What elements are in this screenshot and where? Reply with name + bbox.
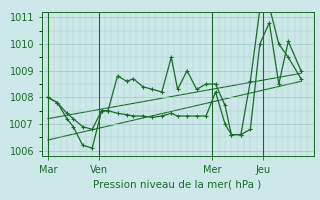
X-axis label: Pression niveau de la mer( hPa ): Pression niveau de la mer( hPa ) [93,179,262,189]
